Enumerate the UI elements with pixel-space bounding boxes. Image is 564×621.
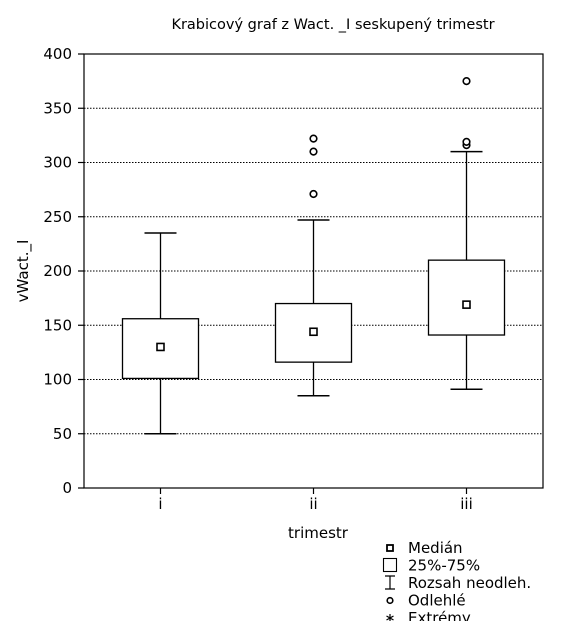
x-axis-ticks: i ii iii xyxy=(158,488,472,513)
y-tick-label: 300 xyxy=(43,154,72,172)
legend-outlier-symbol xyxy=(387,598,393,604)
legend-box-symbol xyxy=(384,559,397,572)
y-tick-label: 50 xyxy=(53,425,72,443)
legend-item: 25%-75% xyxy=(384,557,481,575)
box-iii xyxy=(429,78,505,389)
x-axis-label: trimestr xyxy=(288,524,349,542)
y-tick-label: 100 xyxy=(43,371,72,389)
y-tick-label: 150 xyxy=(43,316,72,334)
median-marker xyxy=(463,301,470,308)
y-tick-label: 400 xyxy=(43,45,72,63)
legend-label: Extrémy xyxy=(408,609,471,621)
legend-label: Rozsah neodleh. xyxy=(408,574,531,592)
outlier-point xyxy=(463,139,470,146)
y-axis-ticks: 0 50 100 150 200 250 300 350 400 xyxy=(43,45,84,497)
x-tick-label: iii xyxy=(460,495,473,513)
x-tick-label: i xyxy=(158,495,162,513)
outlier-point xyxy=(463,78,470,85)
median-marker xyxy=(157,343,164,350)
legend-whisker-symbol xyxy=(385,576,395,589)
legend-item: Odlehlé xyxy=(387,592,465,610)
y-tick-label: 250 xyxy=(43,208,72,226)
legend-item: Rozsah neodleh. xyxy=(385,574,531,592)
outlier-point xyxy=(310,135,317,142)
plot-area xyxy=(123,78,505,434)
median-marker xyxy=(310,328,317,335)
legend-label: Odlehlé xyxy=(408,592,466,610)
box-ii xyxy=(276,135,352,395)
chart-title: Krabicový graf z Wact. _I seskupený trim… xyxy=(171,17,494,33)
y-axis-label: vWact._I xyxy=(14,240,33,303)
outlier-point xyxy=(310,191,317,198)
y-tick-label: 350 xyxy=(43,99,72,117)
iqr-box xyxy=(429,260,505,335)
legend-extreme-symbol xyxy=(387,614,394,621)
legend-item: Medián xyxy=(387,539,463,557)
y-tick-label: 200 xyxy=(43,262,72,280)
legend-label: Medián xyxy=(408,539,463,557)
x-tick-label: ii xyxy=(309,495,317,513)
y-tick-label: 0 xyxy=(62,479,72,497)
outlier-point xyxy=(310,148,317,155)
legend-median-symbol xyxy=(387,545,393,551)
legend-label: 25%-75% xyxy=(408,557,480,575)
box-i xyxy=(123,233,199,434)
legend-item: Extrémy xyxy=(387,609,471,621)
